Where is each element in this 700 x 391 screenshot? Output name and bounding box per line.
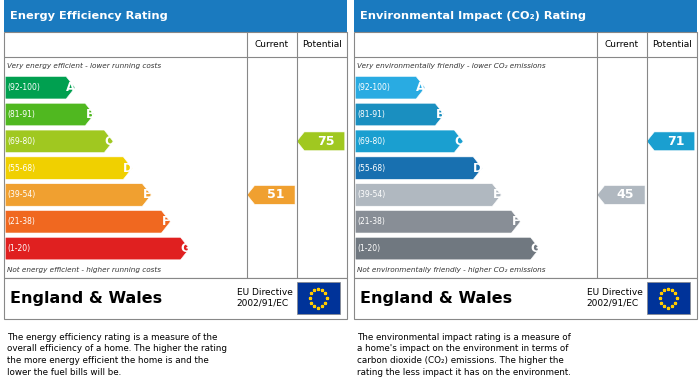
Polygon shape xyxy=(355,76,425,99)
Polygon shape xyxy=(355,130,463,152)
Text: (1-20): (1-20) xyxy=(8,244,31,253)
Bar xyxy=(354,0,696,32)
Text: (55-68): (55-68) xyxy=(8,163,36,173)
Bar xyxy=(354,278,696,319)
Text: C: C xyxy=(455,135,463,148)
Polygon shape xyxy=(647,132,695,151)
Polygon shape xyxy=(5,130,113,152)
Text: A: A xyxy=(416,81,426,94)
Text: B: B xyxy=(85,108,94,121)
Text: Not energy efficient - higher running costs: Not energy efficient - higher running co… xyxy=(7,267,161,273)
Text: The energy efficiency rating is a measure of the
overall efficiency of a home. T: The energy efficiency rating is a measur… xyxy=(7,333,227,377)
Text: E: E xyxy=(144,188,151,201)
Text: England & Wales: England & Wales xyxy=(10,291,162,306)
Text: (92-100): (92-100) xyxy=(358,83,391,92)
Bar xyxy=(647,282,690,314)
Polygon shape xyxy=(5,76,75,99)
Polygon shape xyxy=(597,186,645,204)
Text: 51: 51 xyxy=(267,188,284,201)
Text: B: B xyxy=(435,108,444,121)
Text: (92-100): (92-100) xyxy=(8,83,41,92)
Text: (1-20): (1-20) xyxy=(358,244,381,253)
Text: Current: Current xyxy=(255,40,289,49)
Polygon shape xyxy=(355,184,501,206)
Bar xyxy=(354,32,696,278)
Text: Current: Current xyxy=(605,40,639,49)
Text: (81-91): (81-91) xyxy=(358,110,386,119)
Text: (21-38): (21-38) xyxy=(358,217,386,226)
Text: Potential: Potential xyxy=(652,40,692,49)
Text: E: E xyxy=(494,188,501,201)
Text: Environmental Impact (CO₂) Rating: Environmental Impact (CO₂) Rating xyxy=(360,11,587,21)
Text: C: C xyxy=(105,135,113,148)
Polygon shape xyxy=(297,132,345,151)
Text: F: F xyxy=(512,215,520,228)
Text: 45: 45 xyxy=(617,188,634,201)
Polygon shape xyxy=(5,103,94,126)
Polygon shape xyxy=(355,157,482,179)
Text: (21-38): (21-38) xyxy=(8,217,36,226)
Bar xyxy=(4,32,346,278)
Text: (69-80): (69-80) xyxy=(8,137,36,146)
Polygon shape xyxy=(355,103,444,126)
Polygon shape xyxy=(247,186,295,204)
Text: Very environmentally friendly - lower CO₂ emissions: Very environmentally friendly - lower CO… xyxy=(357,63,545,68)
Text: G: G xyxy=(181,242,190,255)
Text: Potential: Potential xyxy=(302,40,342,49)
Text: D: D xyxy=(123,161,133,175)
Text: A: A xyxy=(66,81,76,94)
Text: (39-54): (39-54) xyxy=(8,190,36,199)
Polygon shape xyxy=(355,210,520,233)
Bar xyxy=(4,278,346,319)
Text: D: D xyxy=(473,161,483,175)
Text: F: F xyxy=(162,215,170,228)
Text: 75: 75 xyxy=(316,135,334,148)
Text: G: G xyxy=(531,242,540,255)
Bar xyxy=(297,282,340,314)
Text: Energy Efficiency Rating: Energy Efficiency Rating xyxy=(10,11,168,21)
Polygon shape xyxy=(5,210,170,233)
Text: (55-68): (55-68) xyxy=(358,163,386,173)
Text: EU Directive
2002/91/EC: EU Directive 2002/91/EC xyxy=(237,289,293,308)
Polygon shape xyxy=(5,237,190,260)
Text: (39-54): (39-54) xyxy=(358,190,386,199)
Text: The environmental impact rating is a measure of
a home's impact on the environme: The environmental impact rating is a mea… xyxy=(357,333,570,377)
Text: Not environmentally friendly - higher CO₂ emissions: Not environmentally friendly - higher CO… xyxy=(357,267,545,273)
Text: (69-80): (69-80) xyxy=(358,137,386,146)
Polygon shape xyxy=(5,184,151,206)
Text: Very energy efficient - lower running costs: Very energy efficient - lower running co… xyxy=(7,63,161,68)
Text: (81-91): (81-91) xyxy=(8,110,36,119)
Polygon shape xyxy=(5,157,132,179)
Polygon shape xyxy=(355,237,540,260)
Text: 71: 71 xyxy=(666,135,684,148)
Text: England & Wales: England & Wales xyxy=(360,291,512,306)
Bar xyxy=(4,0,346,32)
Text: EU Directive
2002/91/EC: EU Directive 2002/91/EC xyxy=(587,289,643,308)
